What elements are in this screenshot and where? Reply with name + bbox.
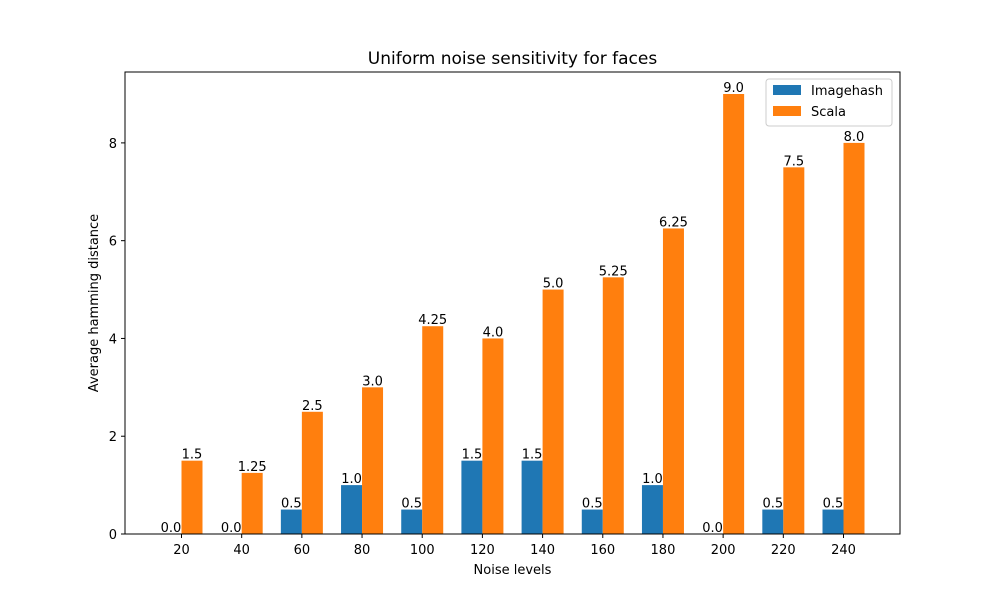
data-label-imagehash-120: 1.5 [462,448,483,463]
data-label-imagehash-200: 0.0 [702,521,723,536]
data-label-scala-20: 1.5 [182,448,203,463]
bar-imagehash-160 [581,509,603,534]
data-label-imagehash-240: 0.5 [823,497,844,512]
data-label-imagehash-60: 0.5 [281,497,302,512]
data-label-imagehash-40: 0.0 [221,521,242,536]
bar-scala-100 [422,326,444,534]
legend-label-scala: Scala [811,105,846,120]
data-labels: 0.0 0.0 0.5 1.0 0.5 1.5 1.5 0.5 1.0 0.0 0.5 0.5 1.5 1… [161,81,865,536]
data-label-imagehash-180: 1.0 [642,472,663,487]
y-tick-label-2: 2 [109,430,117,445]
x-tick-label-100: 100 [410,543,435,558]
x-tick-label-240: 240 [831,543,856,558]
bar-imagehash-80 [341,485,363,534]
x-tick-label-120: 120 [470,543,495,558]
x-tick-label-140: 140 [530,543,555,558]
legend-swatch-scala [773,106,801,116]
y-tick-label-0: 0 [109,528,117,543]
data-label-scala-40: 1.25 [238,460,267,475]
data-label-imagehash-20: 0.0 [161,521,182,536]
y-axis: 0 2 4 6 8 [109,137,125,543]
bar-scala-180 [662,228,684,534]
bar-scala-220 [783,167,805,535]
bar-imagehash-120 [461,460,483,534]
data-label-scala-80: 3.0 [362,374,383,389]
legend-label-imagehash: Imagehash [811,84,883,99]
data-label-imagehash-100: 0.5 [401,497,422,512]
plot-frame [124,71,901,535]
bar-imagehash-60 [280,509,302,534]
x-tick-label-200: 200 [711,543,736,558]
x-axis: 20 40 60 80 100 120 140 160 180 200 220 240 [173,534,856,558]
bar-scala-60 [301,411,323,534]
x-tick-label-40: 40 [233,543,250,558]
data-label-imagehash-160: 0.5 [582,497,603,512]
bar-imagehash-240 [822,509,844,534]
x-tick-label-20: 20 [173,543,190,558]
chart-title: Uniform noise sensitivity for faces [368,49,658,69]
x-tick-label-160: 160 [590,543,615,558]
x-tick-label-80: 80 [354,543,371,558]
bar-scala-160 [602,277,624,534]
data-label-scala-200: 9.0 [723,81,744,96]
bar-imagehash-180 [641,485,663,534]
bar-scala-80 [362,387,384,534]
data-label-imagehash-220: 0.5 [762,497,783,512]
data-label-scala-180: 6.25 [659,215,688,230]
data-label-scala-100: 4.25 [418,313,447,328]
y-tick-label-6: 6 [109,235,117,250]
data-label-imagehash-80: 1.0 [341,472,362,487]
bar-scala-40 [241,472,263,534]
data-label-scala-220: 7.5 [783,154,804,169]
bar-scala-140 [542,289,564,534]
bar-imagehash-100 [401,509,423,534]
data-label-scala-120: 4.0 [483,325,504,340]
data-label-scala-60: 2.5 [302,399,323,414]
bar-scala-120 [482,338,504,534]
x-tick-label-220: 220 [771,543,796,558]
legend: Imagehash Scala [765,78,893,127]
bar-scala-20 [181,460,203,534]
y-axis-label: Average hamming distance [87,214,102,392]
bar-imagehash-220 [762,509,784,534]
data-label-scala-140: 5.0 [543,277,564,292]
x-tick-label-60: 60 [294,543,311,558]
y-tick-label-8: 8 [109,137,117,152]
data-label-scala-240: 8.0 [844,130,865,145]
y-tick-label-4: 4 [109,332,117,347]
data-label-scala-160: 5.25 [599,264,628,279]
bar-scala-200 [723,94,745,534]
x-tick-label-180: 180 [651,543,676,558]
x-axis-label: Noise levels [474,563,552,578]
legend-swatch-imagehash [773,85,801,95]
bar-imagehash-140 [521,460,543,534]
data-label-imagehash-140: 1.5 [522,448,543,463]
bar-scala-240 [843,142,865,534]
bars [181,94,865,535]
